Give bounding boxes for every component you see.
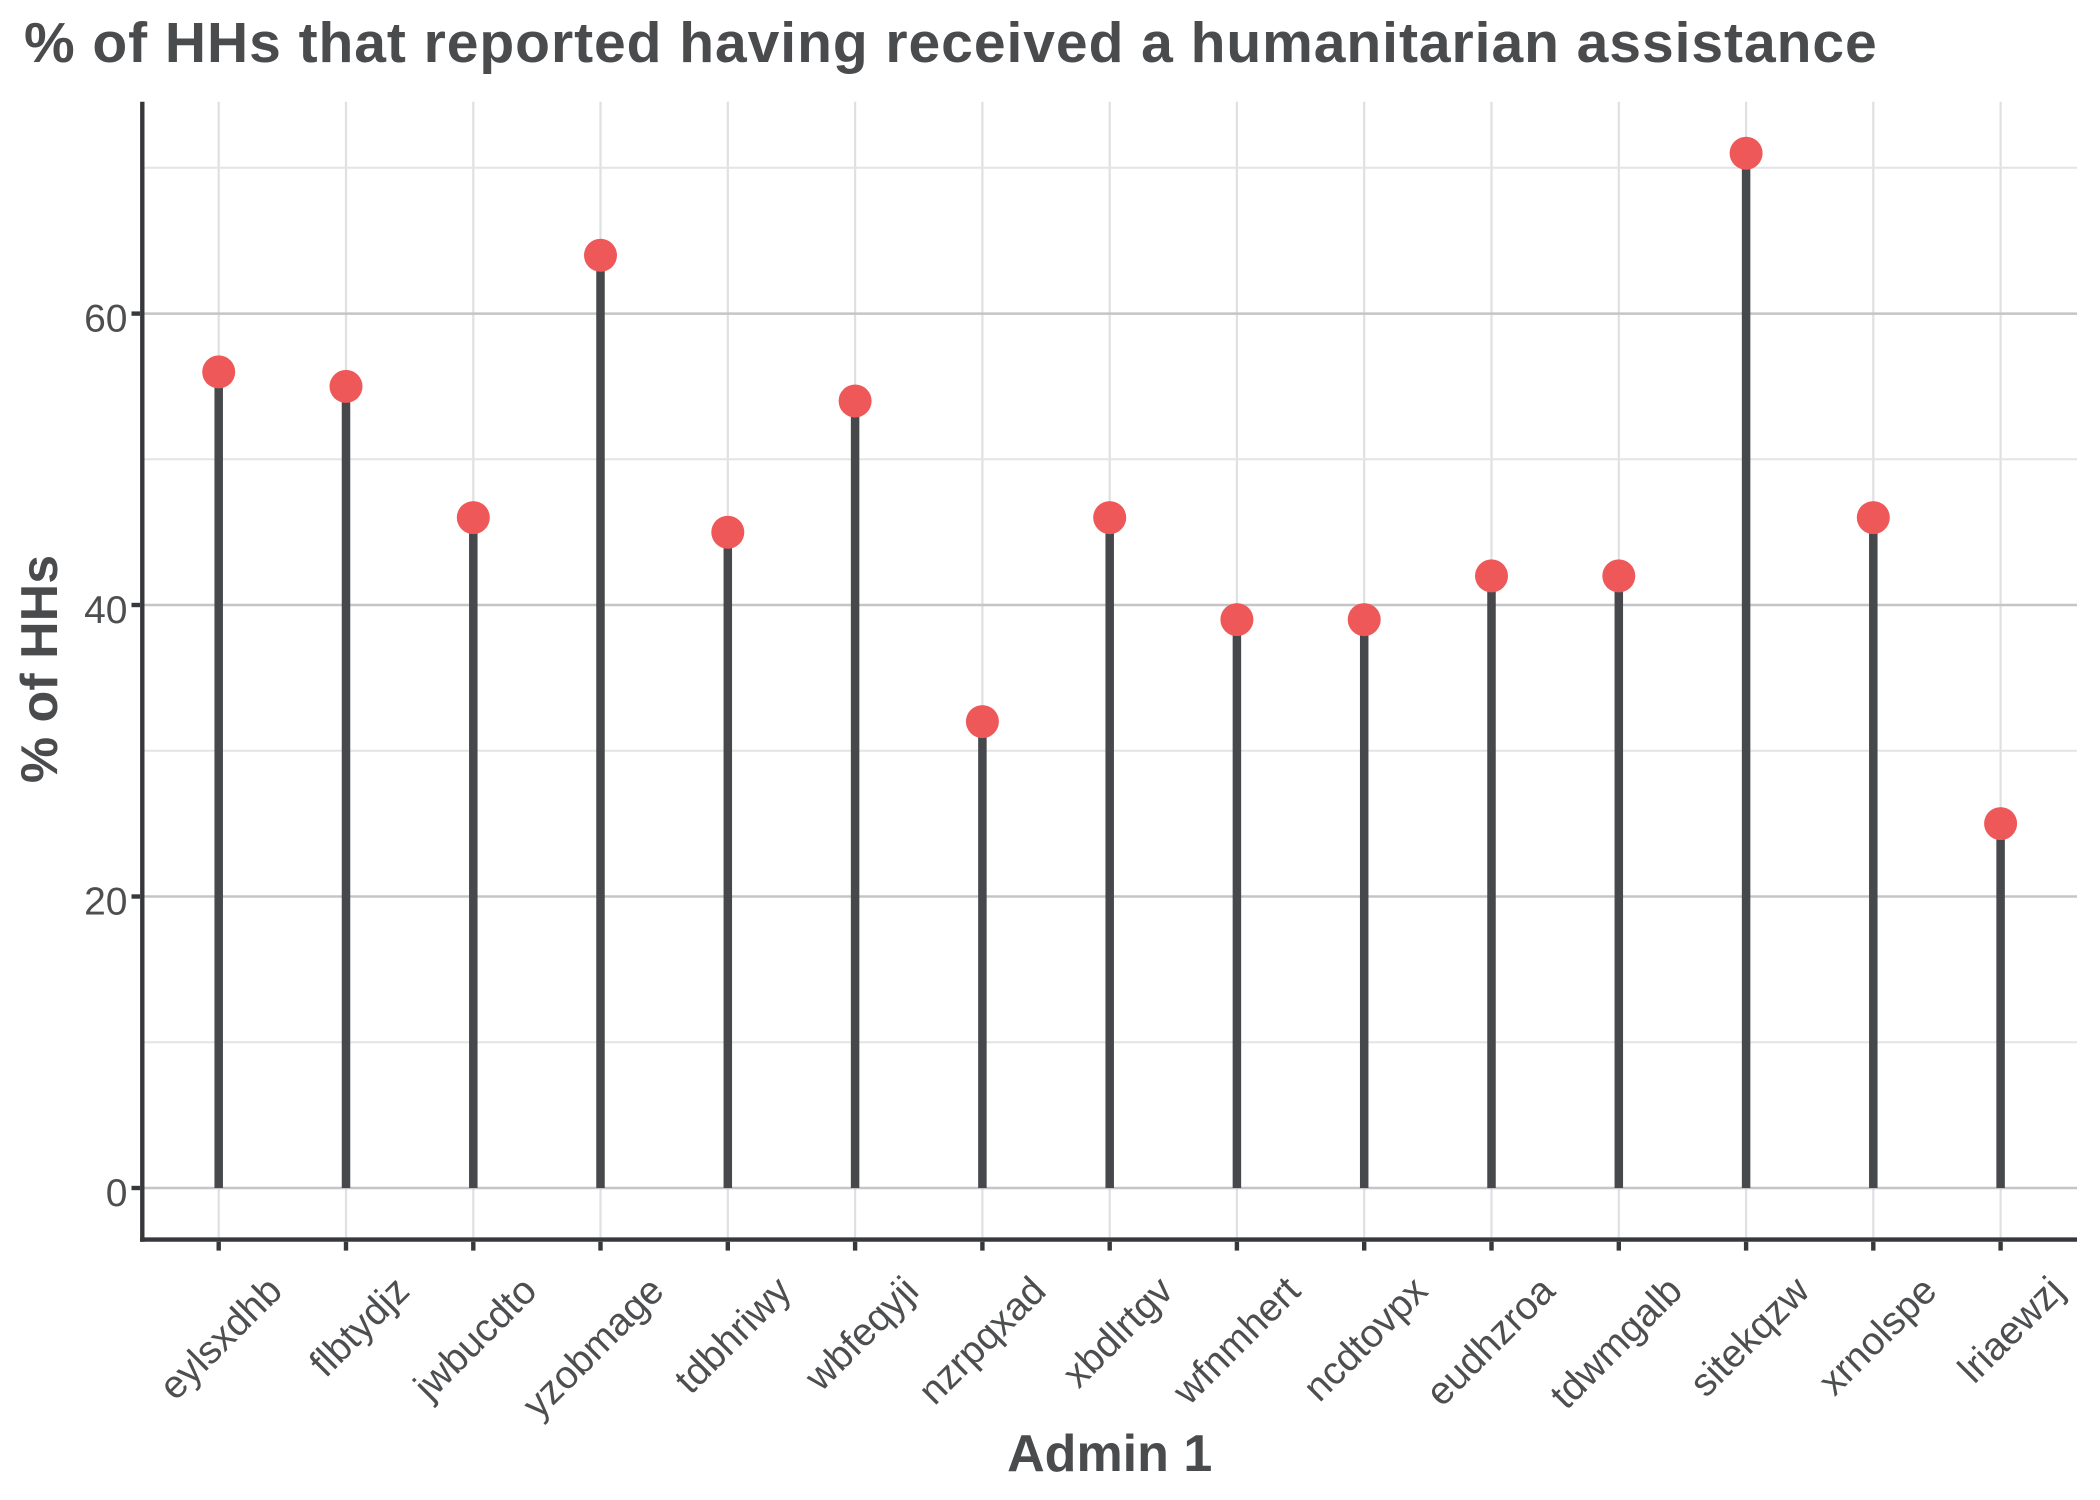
svg-text:Admin 1: Admin 1 — [1007, 1425, 1212, 1483]
svg-text:20: 20 — [84, 881, 127, 924]
svg-text:40: 40 — [84, 589, 127, 632]
svg-text:% of HHs: % of HHs — [11, 555, 69, 783]
svg-text:60: 60 — [84, 298, 127, 341]
svg-text:% of HHs that reported having: % of HHs that reported having received a… — [24, 11, 1878, 75]
svg-text:0: 0 — [106, 1172, 128, 1215]
